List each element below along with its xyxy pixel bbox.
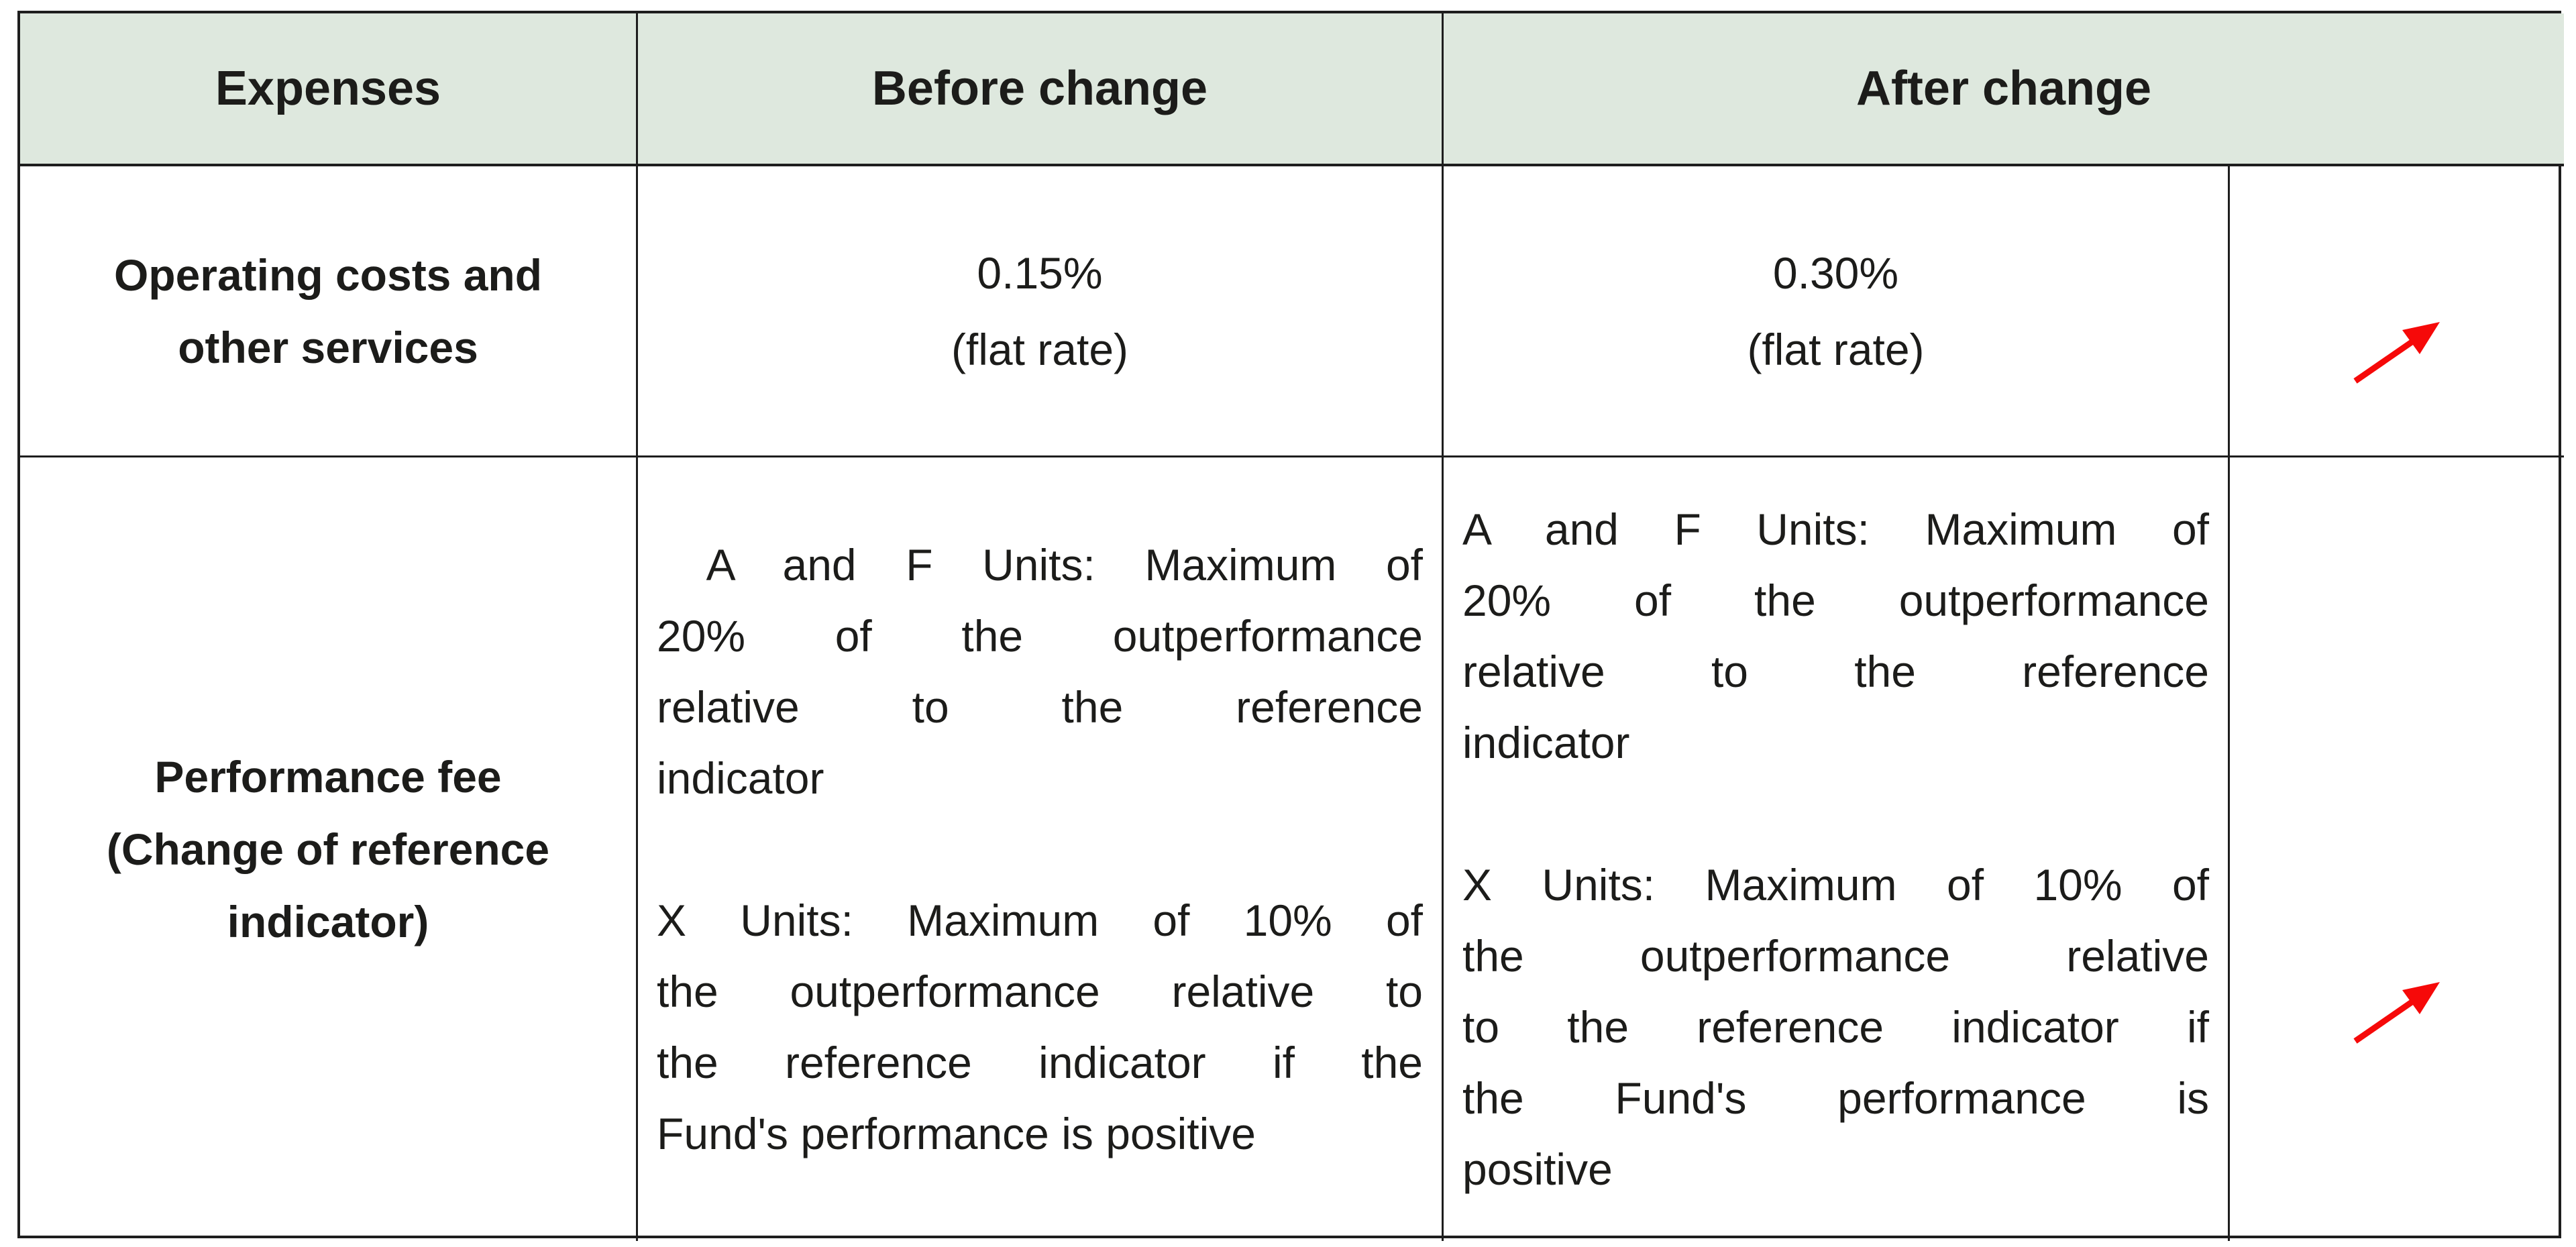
header-after-change-label: After change (1856, 62, 2152, 115)
increase-arrow-icon (2353, 982, 2440, 1044)
header-before-change-label: Before change (871, 62, 1208, 115)
fee-comparison-table: Expenses Before change After change Oper… (17, 11, 2564, 1241)
row-performance-fee-change-cell (2228, 455, 2564, 1241)
header-expenses-label: Expenses (215, 62, 441, 115)
row-operating-costs-after-cell: 0.30% (flat rate) (1442, 166, 2228, 455)
header-expenses: Expenses (20, 13, 636, 166)
row-performance-fee-expense-cell: Performance fee (Change of reference indic… (20, 455, 636, 1241)
header-after-change: After change (1442, 13, 2564, 166)
row-operating-costs-before-cell: 0.15% (flat rate) (636, 166, 1442, 455)
row-operating-costs-expense-cell: Operating costs and other services (113, 250, 543, 372)
header-before-change: Before change (636, 13, 1442, 166)
row-performance-fee-before-cell: A and F Units: Maximum of 20% of the outp… (636, 455, 1442, 1241)
row-operating-costs-change-cell (2228, 166, 2564, 455)
increase-arrow-icon (2353, 321, 2440, 384)
row-performance-fee-after-cell: A and F Units: Maximum of 20% of the outp… (1442, 455, 2228, 1241)
